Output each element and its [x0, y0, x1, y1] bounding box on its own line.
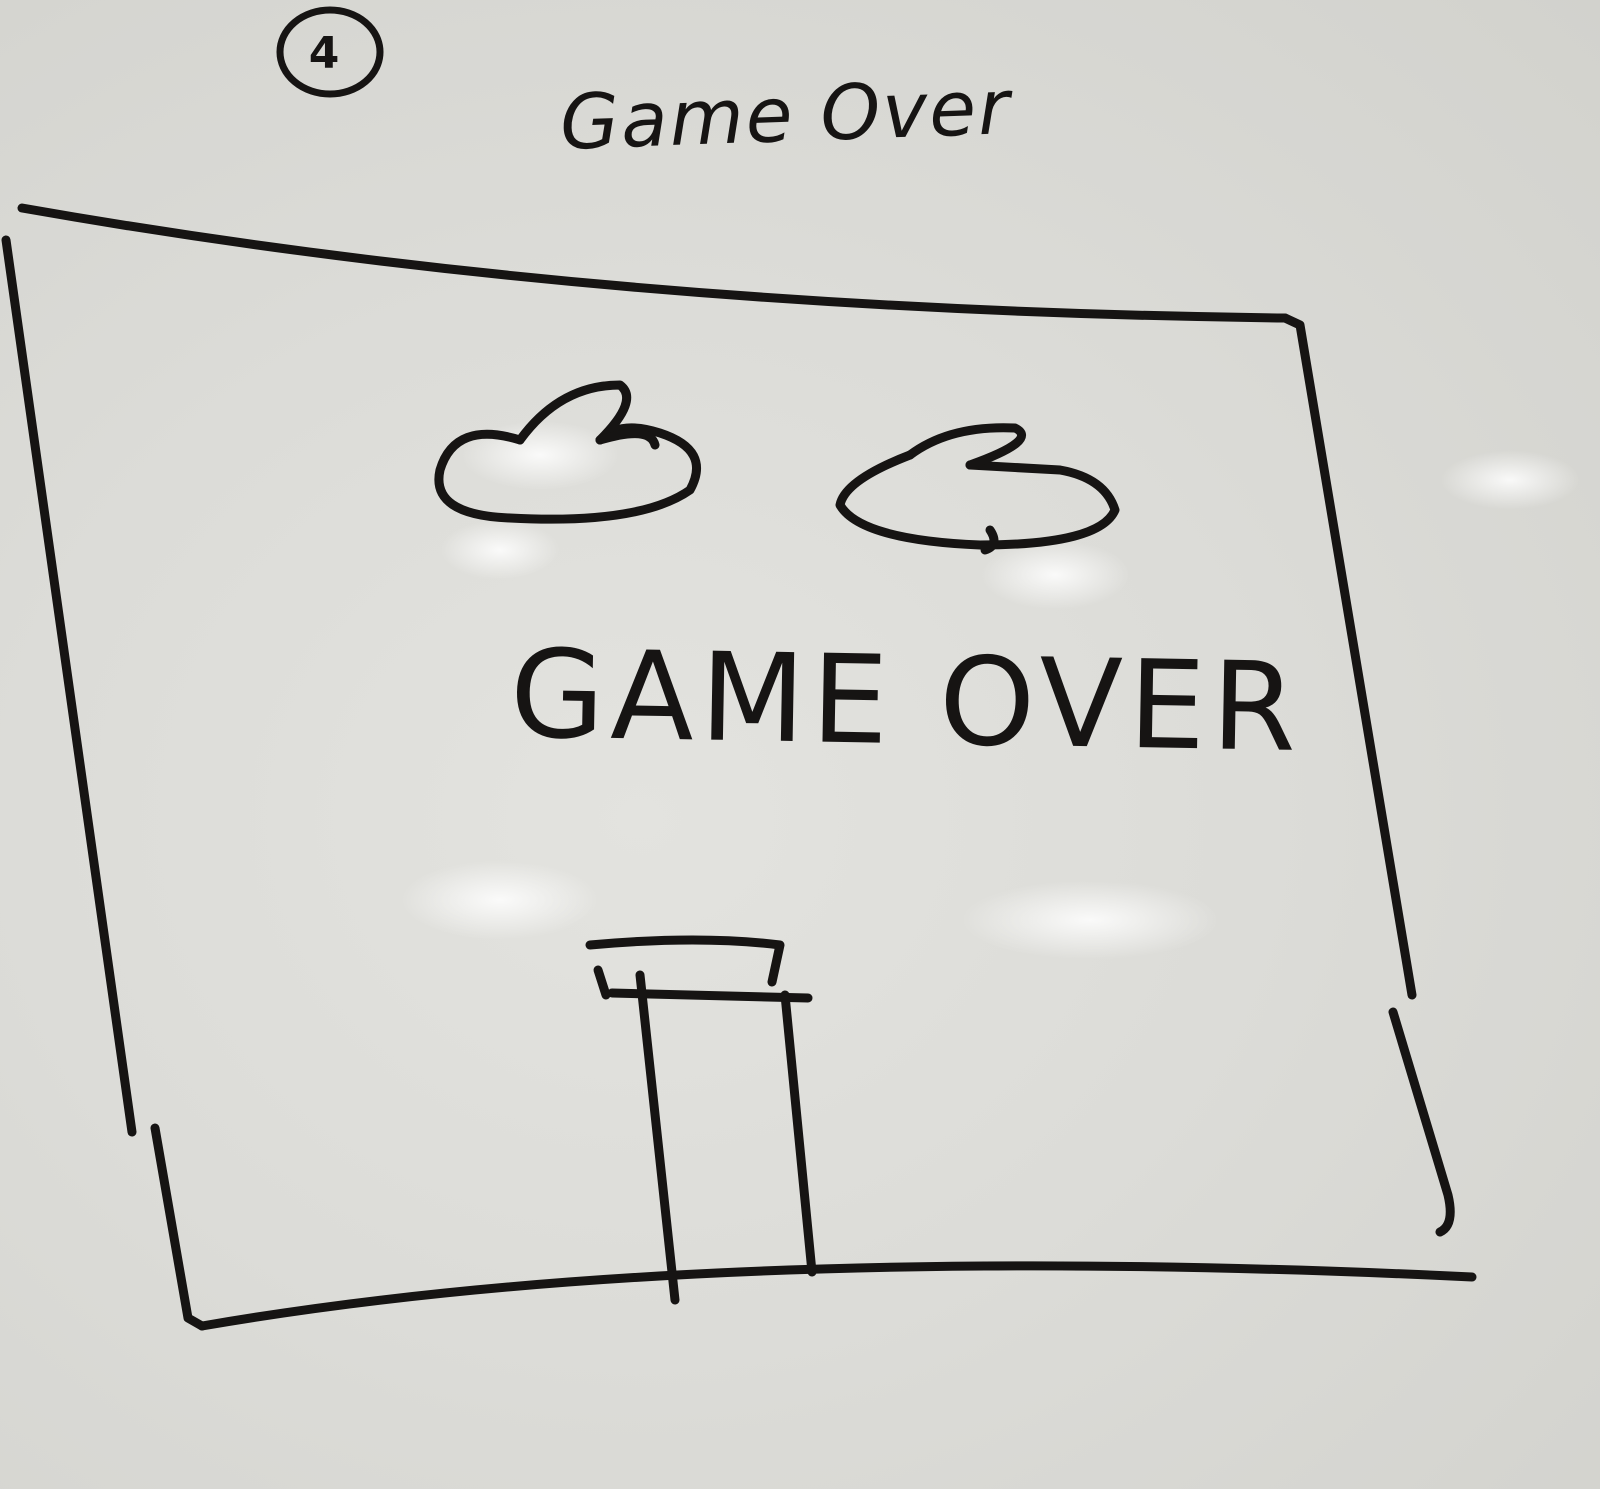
- cloud-icon: [434, 380, 702, 524]
- screen-frame-left: [1, 235, 137, 1137]
- screen-frame-right-lower: [1388, 1007, 1455, 1237]
- cloud-icon: [835, 423, 1120, 555]
- screen-frame-top: [17, 203, 1290, 323]
- screen-frame-left-lower: [150, 1123, 207, 1331]
- glare: [1440, 450, 1580, 510]
- screen-frame-right: [1280, 313, 1417, 1000]
- glare: [400, 860, 600, 940]
- glare: [440, 520, 560, 580]
- pipe-icon: [585, 935, 817, 1305]
- step-number-circle: [276, 6, 384, 98]
- step-number: 4: [308, 27, 342, 79]
- game-over-title: GAME OVER: [508, 623, 1304, 779]
- ground-line: [197, 1261, 1477, 1331]
- screen-label: Game Over: [558, 62, 1013, 167]
- glare: [980, 540, 1130, 610]
- glare: [960, 880, 1220, 960]
